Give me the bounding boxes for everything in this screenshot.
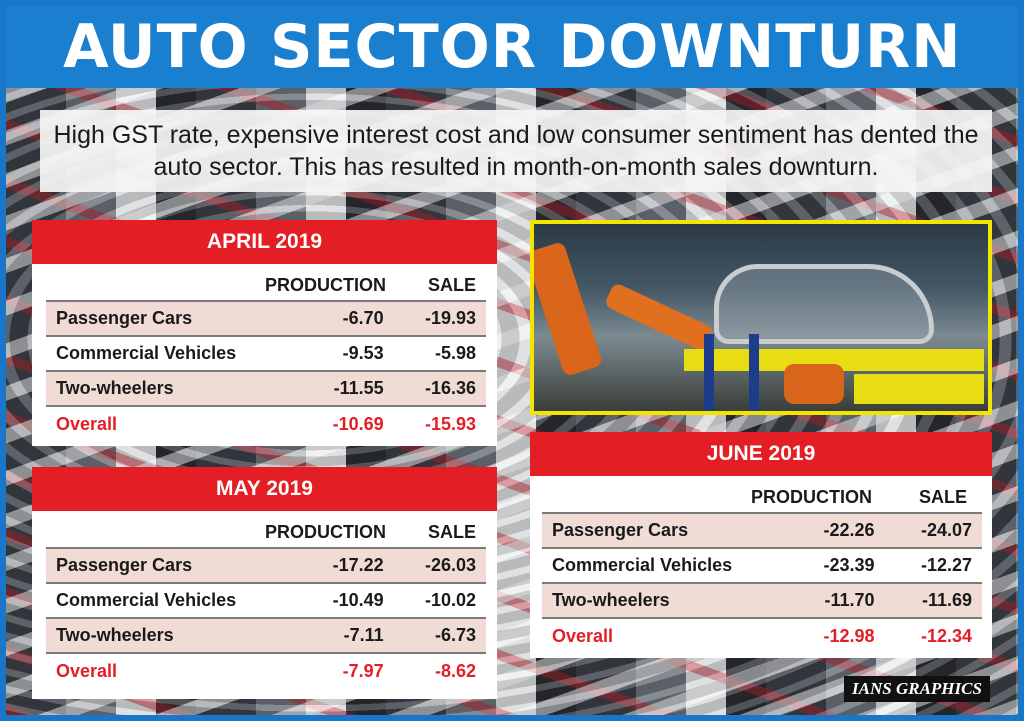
table-row: Passenger Cars -17.22 -26.03	[46, 547, 486, 583]
june-2019-table: JUNE 2019 PRODUCTION SALE Passenger Cars…	[530, 432, 992, 658]
table-row: Commercial Vehicles -10.49 -10.02	[46, 582, 486, 618]
production-header: PRODUCTION	[265, 522, 386, 542]
car-assembly-line-photo	[530, 220, 992, 415]
sale-header: SALE	[918, 487, 967, 507]
june-heading: JUNE 2019	[530, 432, 992, 476]
table-row: Passenger Cars -6.70 -19.93	[46, 300, 486, 336]
table-row: Two-wheelers -7.11 -6.73	[46, 617, 486, 653]
sale-header: SALE	[427, 275, 476, 295]
april-2019-table: APRIL 2019 PRODUCTION SALE Passenger Car…	[32, 220, 497, 446]
page-title: AUTO SECTOR DOWNTURN	[62, 12, 962, 82]
sale-header: SALE	[427, 522, 476, 542]
april-data-table: Passenger Cars -6.70 -19.93 Commercial V…	[46, 300, 486, 441]
overall-row: Overall -7.97 -8.62	[46, 652, 486, 688]
overall-row: Overall -10.69 -15.93	[46, 405, 486, 441]
table-row: Commercial Vehicles -23.39 -12.27	[542, 547, 982, 583]
production-header: PRODUCTION	[751, 487, 872, 507]
may-data-table: Passenger Cars -17.22 -26.03 Commercial …	[46, 547, 486, 688]
title-bar: AUTO SECTOR DOWNTURN	[6, 6, 1018, 88]
april-column-headers: PRODUCTION SALE	[46, 264, 486, 300]
overall-row: Overall -12.98 -12.34	[542, 617, 982, 653]
may-2019-table: MAY 2019 PRODUCTION SALE Passenger Cars …	[32, 467, 497, 699]
may-heading: MAY 2019	[32, 467, 497, 511]
june-data-table: Passenger Cars -22.26 -24.07 Commercial …	[542, 512, 982, 653]
table-row: Two-wheelers -11.70 -11.69	[542, 582, 982, 618]
may-column-headers: PRODUCTION SALE	[46, 511, 486, 547]
intro-text: High GST rate, expensive interest cost a…	[53, 121, 979, 181]
april-heading: APRIL 2019	[32, 220, 497, 264]
intro-box: High GST rate, expensive interest cost a…	[40, 110, 992, 192]
june-column-headers: PRODUCTION SALE	[542, 476, 982, 512]
table-row: Commercial Vehicles -9.53 -5.98	[46, 335, 486, 371]
production-header: PRODUCTION	[265, 275, 386, 295]
ians-graphics-credit: IANS GRAPHICS	[844, 676, 990, 702]
table-row: Passenger Cars -22.26 -24.07	[542, 512, 982, 548]
table-row: Two-wheelers -11.55 -16.36	[46, 370, 486, 406]
